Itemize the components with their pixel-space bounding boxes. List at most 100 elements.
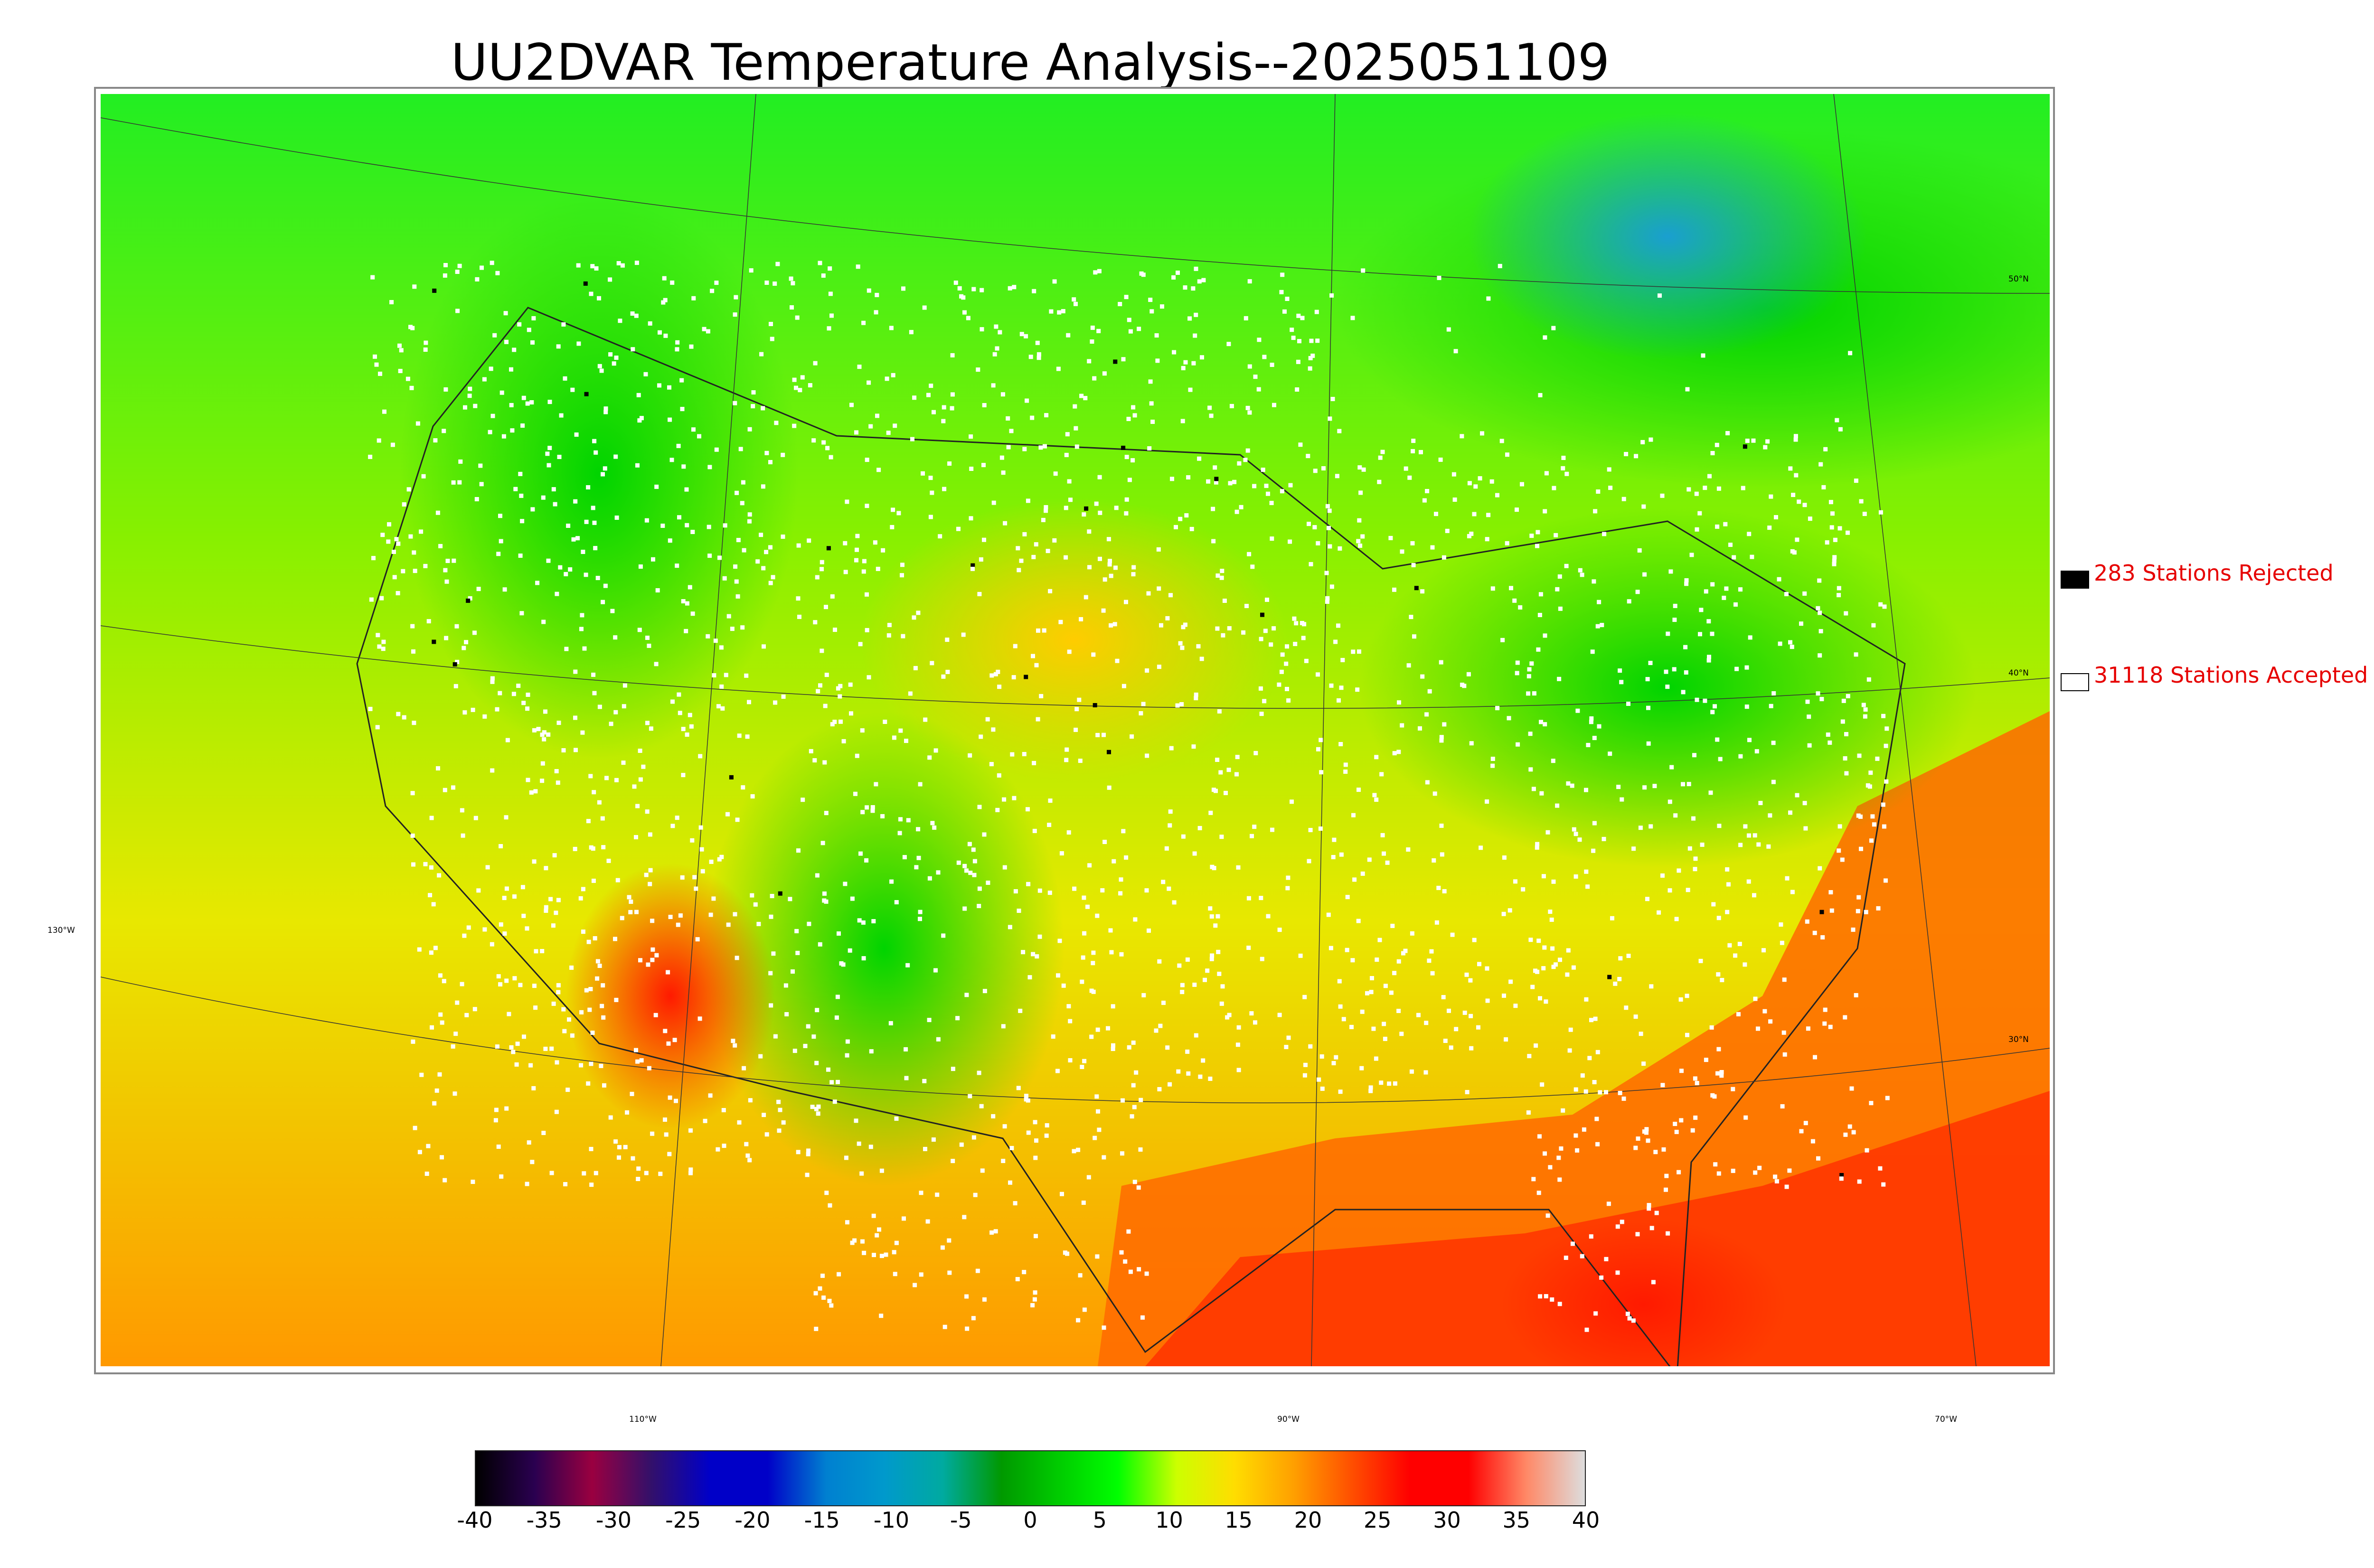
station-accepted [1445, 528, 1450, 533]
station-accepted [796, 543, 801, 548]
station-accepted [762, 644, 766, 649]
station-accepted [1361, 467, 1366, 472]
station-accepted [603, 466, 607, 471]
station-accepted [594, 1171, 598, 1175]
station-accepted [1837, 848, 1841, 853]
station-accepted [608, 1115, 613, 1120]
station-accepted [1868, 770, 1873, 775]
station-accepted [636, 1177, 641, 1181]
station-accepted [916, 827, 921, 832]
station-accepted [1692, 753, 1696, 758]
station-accepted [1548, 1165, 1553, 1170]
station-accepted [412, 721, 416, 725]
station-accepted [1649, 437, 1653, 442]
station-accepted [940, 1245, 945, 1250]
station-accepted [821, 1296, 826, 1300]
station-accepted [1010, 752, 1015, 757]
station-accepted [1485, 998, 1490, 1003]
station-accepted [889, 326, 894, 330]
station-accepted [1738, 587, 1743, 592]
station-accepted [1618, 668, 1622, 673]
station-accepted [589, 1183, 594, 1187]
station-accepted [1411, 563, 1416, 567]
station-accepted [1102, 732, 1106, 737]
station-accepted [875, 413, 879, 418]
station-accepted [1584, 788, 1588, 792]
station-accepted [1591, 848, 1596, 853]
station-accepted [1638, 826, 1643, 830]
station-accepted [850, 896, 855, 901]
station-accepted [714, 281, 719, 285]
station-accepted [824, 673, 829, 677]
station-accepted [1627, 599, 1631, 604]
station-accepted [635, 1059, 640, 1064]
station-accepted [1393, 1081, 1397, 1086]
station-accepted [941, 933, 946, 938]
station-accepted [894, 900, 899, 904]
station-accepted [1738, 843, 1743, 847]
station-accepted [989, 1230, 994, 1235]
station-accepted [853, 791, 857, 796]
station-accepted [942, 1324, 947, 1329]
station-accepted [886, 431, 891, 435]
station-accepted [832, 1099, 837, 1104]
station-accepted [1046, 549, 1050, 554]
station-accepted [668, 538, 672, 543]
station-accepted [499, 922, 503, 927]
station-accepted [1841, 698, 1846, 703]
station-accepted [561, 748, 566, 752]
station-accepted [429, 950, 433, 955]
station-accepted [930, 490, 934, 495]
station-accepted [1074, 301, 1078, 306]
station-accepted [543, 1046, 548, 1051]
station-accepted [1027, 975, 1032, 980]
station-accepted [634, 313, 639, 318]
station-accepted [1095, 1254, 1100, 1259]
station-accepted [521, 395, 526, 400]
station-accepted [742, 1066, 746, 1070]
station-accepted [845, 1220, 849, 1225]
station-accepted [1573, 832, 1578, 836]
station-accepted [438, 544, 443, 548]
station-accepted [1068, 1058, 1073, 1062]
station-accepted [695, 937, 700, 942]
station-accepted [1720, 978, 1724, 982]
station-accepted [1577, 837, 1582, 842]
station-accepted [845, 499, 849, 504]
station-accepted [1247, 279, 1252, 284]
station-accepted [1736, 1012, 1741, 1016]
station-accepted [691, 296, 696, 300]
station-accepted [1208, 1076, 1213, 1081]
station-accepted [1266, 491, 1270, 496]
station-accepted [1201, 278, 1206, 282]
station-accepted [1063, 1250, 1067, 1255]
station-accepted [1360, 534, 1365, 539]
station-accepted [1587, 1056, 1592, 1061]
station-accepted [1017, 909, 1021, 913]
station-accepted [1017, 568, 1021, 573]
station-accepted [1564, 1256, 1568, 1260]
station-accepted [1695, 1081, 1699, 1085]
station-accepted [1403, 948, 1408, 953]
station-accepted [1439, 735, 1444, 740]
station-accepted [825, 446, 830, 451]
station-accepted [595, 976, 600, 981]
station-accepted [723, 523, 727, 528]
station-accepted [1472, 512, 1477, 516]
station-accepted [495, 707, 499, 712]
station-accepted [1541, 966, 1546, 971]
station-accepted [1325, 504, 1330, 508]
station-accepted [1131, 572, 1136, 577]
station-accepted [461, 833, 465, 838]
station-accepted [867, 288, 871, 293]
station-accepted [504, 339, 509, 344]
station-accepted [1337, 979, 1342, 984]
station-accepted [855, 534, 860, 538]
station-accepted [1460, 683, 1465, 687]
station-accepted [433, 438, 438, 443]
station-accepted [1793, 434, 1798, 439]
station-accepted [796, 1150, 801, 1155]
station-accepted [710, 289, 715, 293]
station-accepted [1818, 462, 1823, 467]
station-accepted [885, 376, 889, 381]
